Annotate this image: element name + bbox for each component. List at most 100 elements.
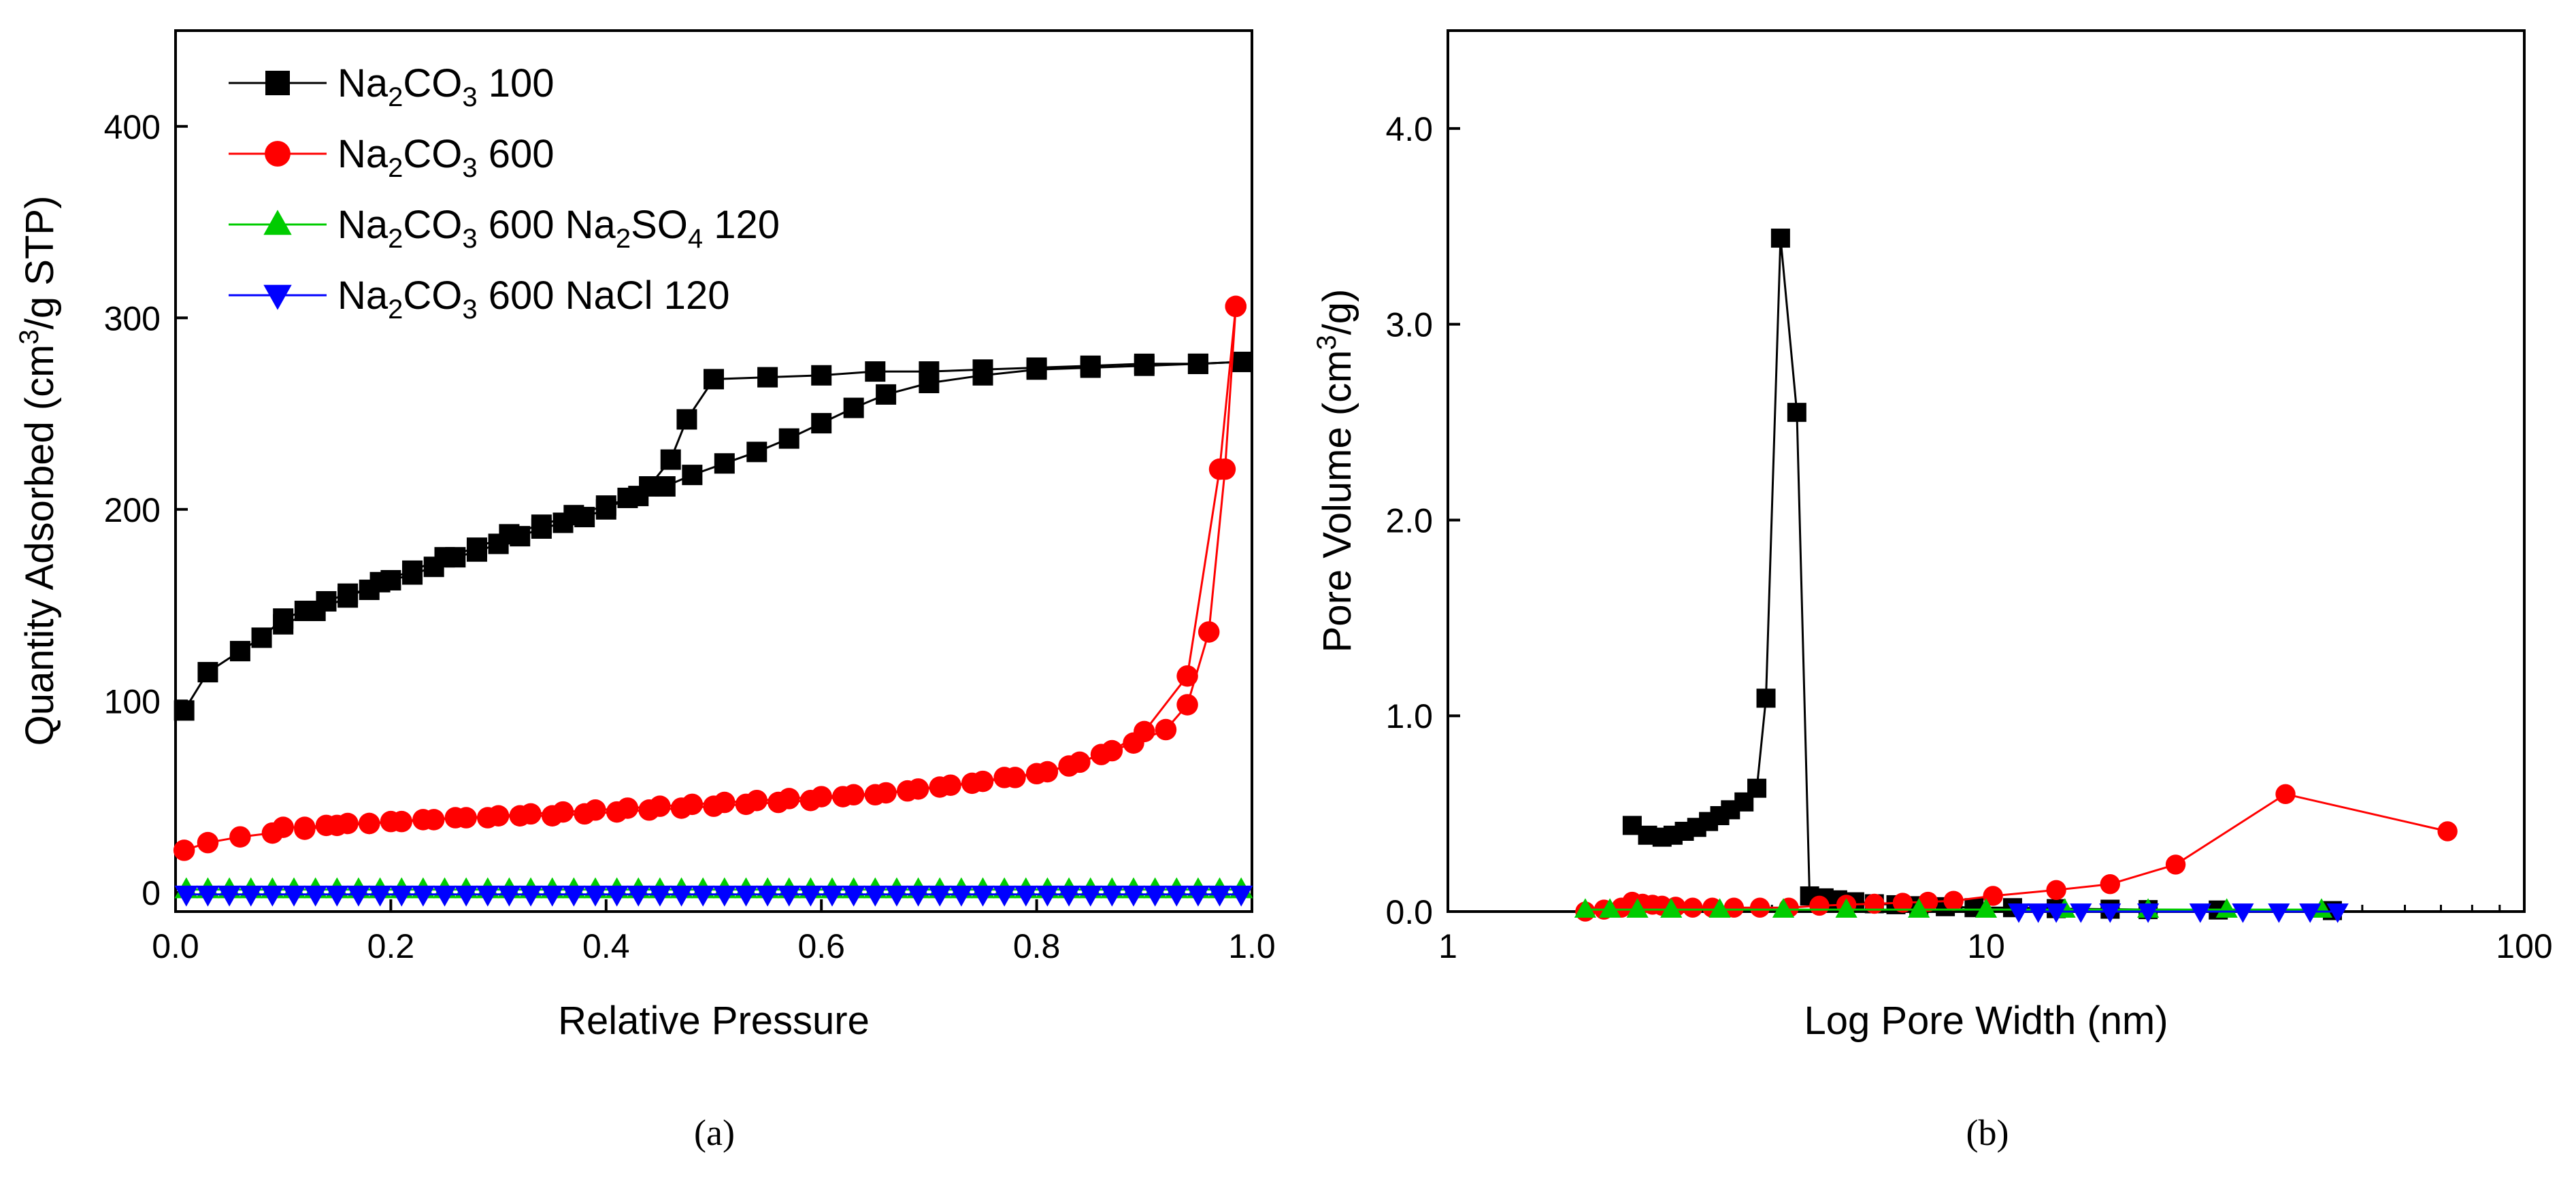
data-point-a [1100, 885, 1124, 907]
series-b-group [2007, 903, 2349, 923]
data-point-b [1943, 890, 1964, 911]
x-tick-label-a: 0.0 [152, 927, 199, 965]
data-point-a [670, 885, 693, 907]
data-point-a [272, 816, 294, 838]
data-point-b [2137, 903, 2160, 923]
data-point-a [487, 805, 510, 827]
data-point-a [174, 700, 195, 721]
data-point-a [174, 885, 199, 907]
data-point-a [173, 839, 195, 861]
data-point-a [714, 791, 736, 814]
data-point-a [1134, 355, 1155, 376]
series-line-a [282, 361, 1242, 626]
data-point-a [876, 384, 897, 405]
y-axis-label-a: Quantity Adsorbed (cm3/g STP) [14, 196, 62, 746]
data-point-a [1155, 718, 1177, 741]
data-point-a [389, 885, 414, 907]
data-point-a [605, 885, 629, 907]
data-point-a [562, 885, 586, 907]
data-point-a [466, 537, 487, 559]
data-point-b [2070, 903, 2092, 923]
data-point-a [583, 885, 608, 907]
data-point-b [1723, 897, 1745, 918]
data-point-a [434, 547, 455, 568]
data-point-a [1208, 885, 1232, 907]
data-point-a [454, 885, 478, 907]
series-b [1574, 229, 2458, 923]
panel-label-a: (a) [694, 1112, 735, 1153]
data-point-a [1069, 751, 1091, 773]
data-point-a [217, 885, 242, 907]
x-tick-label-a: 0.8 [1013, 927, 1061, 965]
data-point-b [1892, 893, 1913, 913]
data-point-a [949, 885, 974, 907]
data-point-a [1134, 720, 1155, 743]
data-point-a [196, 885, 220, 907]
data-point-b [1660, 898, 1683, 918]
series-line-a [183, 361, 1242, 712]
y-tick-label-b: 0.0 [1385, 893, 1433, 931]
data-point-a [1080, 357, 1101, 378]
data-point-a [971, 885, 995, 907]
legend: Na2CO3 100 Na2CO3 600 Na2CO3 600 Na2SO4 12… [229, 61, 780, 324]
y-tick-label-a: 0 [142, 874, 161, 912]
data-point-a [326, 814, 348, 837]
data-point-a [919, 373, 940, 393]
data-point-a [552, 801, 574, 823]
x-tick-label-b: 100 [2496, 927, 2552, 965]
data-point-a [305, 601, 326, 622]
data-point-b [2437, 821, 2458, 842]
series-a-group [174, 885, 1253, 907]
data-point-a [992, 885, 1017, 907]
data-point-a [810, 786, 832, 807]
data-point-a [229, 641, 250, 662]
panel-label-b: (b) [1966, 1112, 2009, 1153]
data-point-b [1626, 898, 1649, 918]
data-point-a [1101, 739, 1123, 762]
data-point-b [2326, 903, 2349, 923]
data-point-a [197, 831, 219, 854]
data-point-a [616, 797, 639, 819]
data-point-b [2046, 880, 2066, 901]
y-tick-label-a: 400 [104, 108, 161, 146]
data-point-a [369, 571, 391, 593]
data-point-a [1078, 885, 1102, 907]
legend-item: Na2CO3 100 [229, 61, 555, 112]
data-point-b [1809, 895, 1830, 916]
data-point-b [2275, 784, 2296, 805]
data-point-a [1231, 352, 1252, 373]
data-point-a [1225, 295, 1247, 318]
legend-label: Na2CO3 100 [337, 61, 555, 112]
data-point-a [584, 799, 606, 821]
data-point-a [294, 818, 316, 840]
data-point-b [2165, 854, 2186, 875]
data-point-a [1026, 359, 1047, 380]
data-point-a [540, 885, 564, 907]
data-point-b [1983, 886, 2003, 906]
data-point-a [875, 782, 897, 804]
data-point-a [649, 795, 671, 817]
series-b-group [1622, 229, 2342, 920]
data-point-a [799, 885, 823, 907]
data-point-a [1165, 885, 1189, 907]
legend-marker [265, 141, 291, 167]
data-point-a [520, 803, 542, 825]
data-point-b [2045, 903, 2068, 923]
x-axis-label-b: Log Pore Width (nm) [1804, 999, 2168, 1043]
data-point-a [303, 885, 327, 907]
data-point-b [1708, 898, 1731, 918]
data-point-a [518, 885, 543, 907]
data-point-a [282, 885, 306, 907]
data-point-b [1599, 898, 1621, 918]
data-point-a [972, 365, 993, 386]
data-point-a [251, 627, 272, 648]
data-point-b [2027, 903, 2049, 923]
data-point-a [757, 367, 778, 388]
data-point-a [197, 662, 218, 683]
x-tick-label-a: 1.0 [1228, 927, 1276, 965]
panel-a: 0.0 0.2 0.4 0.6 0.8 1.0 0 100 200 300 400 Na2CO3 1… [14, 29, 1276, 1153]
data-point-b [2310, 898, 2333, 918]
data-point-b [2189, 903, 2211, 923]
y-axis-label-b: Pore Volume (cm3/g) [1312, 289, 1359, 653]
